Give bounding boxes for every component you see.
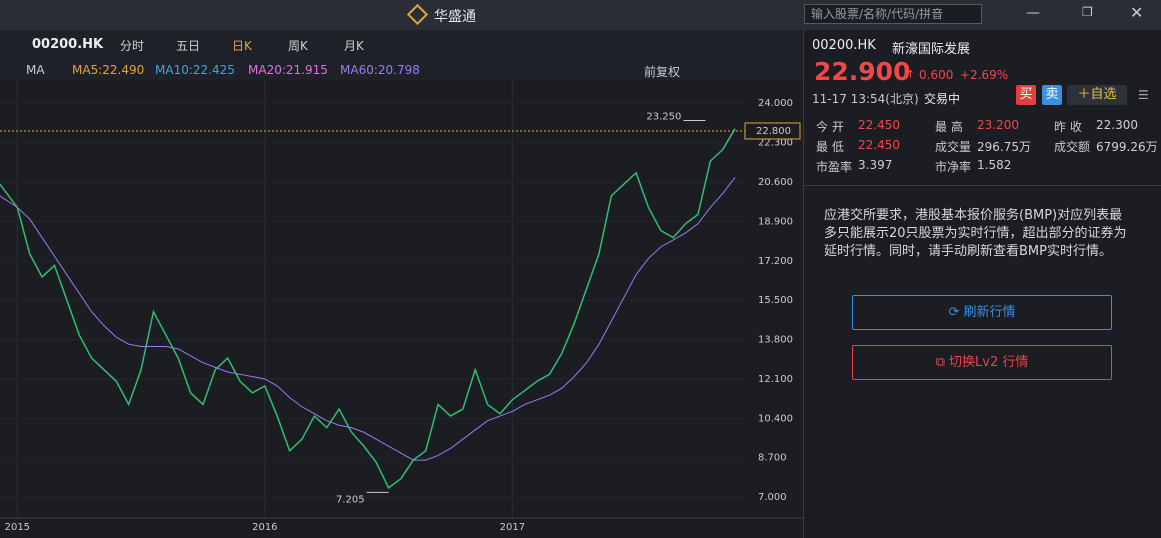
stat-label: 成交量 bbox=[935, 140, 972, 154]
y-tick-label: 7.000 bbox=[758, 492, 787, 503]
quote-time: 11-17 13:54(北京) bbox=[812, 92, 919, 106]
y-tick-label: 24.000 bbox=[758, 98, 793, 109]
sell-button[interactable]: 卖 bbox=[1042, 85, 1062, 105]
y-tick-label: 13.800 bbox=[758, 335, 793, 346]
plus: ＋ bbox=[1077, 87, 1091, 102]
quote-price: 22.900 bbox=[814, 57, 911, 86]
stat-label: 昨 收 bbox=[1054, 120, 1082, 134]
menu[interactable]: ☰ bbox=[1138, 88, 1149, 102]
x-tick-label: 2015 bbox=[5, 522, 30, 533]
stat-label: 最 低 bbox=[816, 140, 844, 154]
up-arrow: ↑ bbox=[906, 68, 916, 81]
ma60: MA60:20.798 bbox=[340, 63, 420, 77]
y-tick-label: 22.300 bbox=[758, 138, 793, 149]
ma10: MA10:22.425 bbox=[155, 63, 235, 77]
x-tick-label: 2017 bbox=[500, 522, 525, 533]
ma-bar bbox=[0, 60, 803, 80]
high-label: 23.250 bbox=[646, 112, 681, 123]
watch-button[interactable]: ＋自选 bbox=[1067, 85, 1127, 105]
search-box[interactable]: 输入股票/名称/代码/拼音 bbox=[804, 4, 982, 24]
low-label: 7.205 bbox=[336, 494, 365, 505]
y-tick-label: 15.500 bbox=[758, 295, 793, 306]
tab[interactable]: 日K bbox=[232, 39, 252, 53]
y-tick-label: 12.100 bbox=[758, 374, 793, 385]
stat-label: 成交额 bbox=[1054, 140, 1091, 154]
restore[interactable]: ❐ bbox=[1082, 5, 1093, 19]
minimize[interactable]: — bbox=[1026, 5, 1040, 21]
stat-label: 市盈率 bbox=[816, 160, 853, 174]
quote-change-pct: +2.69% bbox=[960, 68, 1009, 82]
quote-status: 交易中 bbox=[924, 92, 961, 106]
buy-button[interactable]: 买 bbox=[1016, 85, 1036, 105]
switch-label: 切换Lv2 行情 bbox=[949, 355, 1029, 370]
quote-change: 0.600 bbox=[919, 68, 954, 82]
y-tick-label: 8.700 bbox=[758, 453, 787, 464]
refresh-button[interactable]: ⟳ 刷新行情 bbox=[852, 295, 1112, 330]
tab[interactable]: 五日 bbox=[176, 39, 201, 53]
title-bar bbox=[0, 0, 1161, 30]
y-tick-label: 17.200 bbox=[758, 256, 793, 267]
stat-label: 市净率 bbox=[935, 160, 972, 174]
watch-label: 自选 bbox=[1090, 87, 1117, 102]
separator bbox=[804, 185, 1161, 186]
app-title: 华盛通 bbox=[434, 9, 476, 25]
stat-label: 最 高 bbox=[935, 120, 963, 134]
refresh-label: 刷新行情 bbox=[963, 305, 1016, 320]
quote-name: 新濠国际发展 bbox=[892, 42, 971, 57]
stat-value: 1.582 bbox=[977, 158, 1012, 172]
series-line bbox=[0, 128, 736, 490]
ma20: MA20:21.915 bbox=[248, 63, 328, 77]
stat-value: 296.75万 bbox=[977, 140, 1031, 154]
last-price-label: 22.800 bbox=[756, 126, 791, 137]
divider bbox=[803, 30, 804, 538]
stat-value: 23.200 bbox=[977, 118, 1019, 132]
series-line bbox=[0, 177, 736, 461]
stat-value: 22.450 bbox=[858, 138, 900, 152]
tab[interactable]: 周K bbox=[288, 39, 308, 53]
stat-label: 今 开 bbox=[816, 120, 844, 134]
stat-value: 22.300 bbox=[1096, 118, 1138, 132]
quote-code: 00200.HK bbox=[812, 38, 876, 53]
last-price-box bbox=[744, 122, 801, 140]
tab[interactable]: 月K bbox=[344, 39, 364, 53]
stat-value: 6799.26万 bbox=[1096, 140, 1158, 154]
ma-label: MA bbox=[26, 63, 45, 77]
x-tick-label: 2016 bbox=[252, 522, 277, 533]
stat-value: 22.450 bbox=[858, 118, 900, 132]
close[interactable]: ✕ bbox=[1130, 3, 1144, 22]
ma5: MA5:22.490 bbox=[72, 63, 145, 77]
y-tick-label: 10.400 bbox=[758, 413, 793, 424]
y-tick-label: 18.900 bbox=[758, 216, 793, 227]
y-tick-label: 20.600 bbox=[758, 177, 793, 188]
notice-text: 应港交所要求，港股基本报价服务(BMP)对应列表最多只能展示20只股票为实时行情… bbox=[824, 208, 1127, 259]
adjust[interactable]: 前复权 bbox=[644, 65, 681, 79]
stock-code: 00200.HK bbox=[32, 37, 104, 52]
price-chart: 2015 2016 2017 24.000 22.300 20.600 18.900 17.2… bbox=[0, 80, 803, 533]
tab[interactable]: 分时 bbox=[120, 39, 145, 53]
switch-button[interactable]: ⧉ 切换Lv2 行情 bbox=[852, 345, 1112, 380]
stat-value: 3.397 bbox=[858, 158, 893, 172]
